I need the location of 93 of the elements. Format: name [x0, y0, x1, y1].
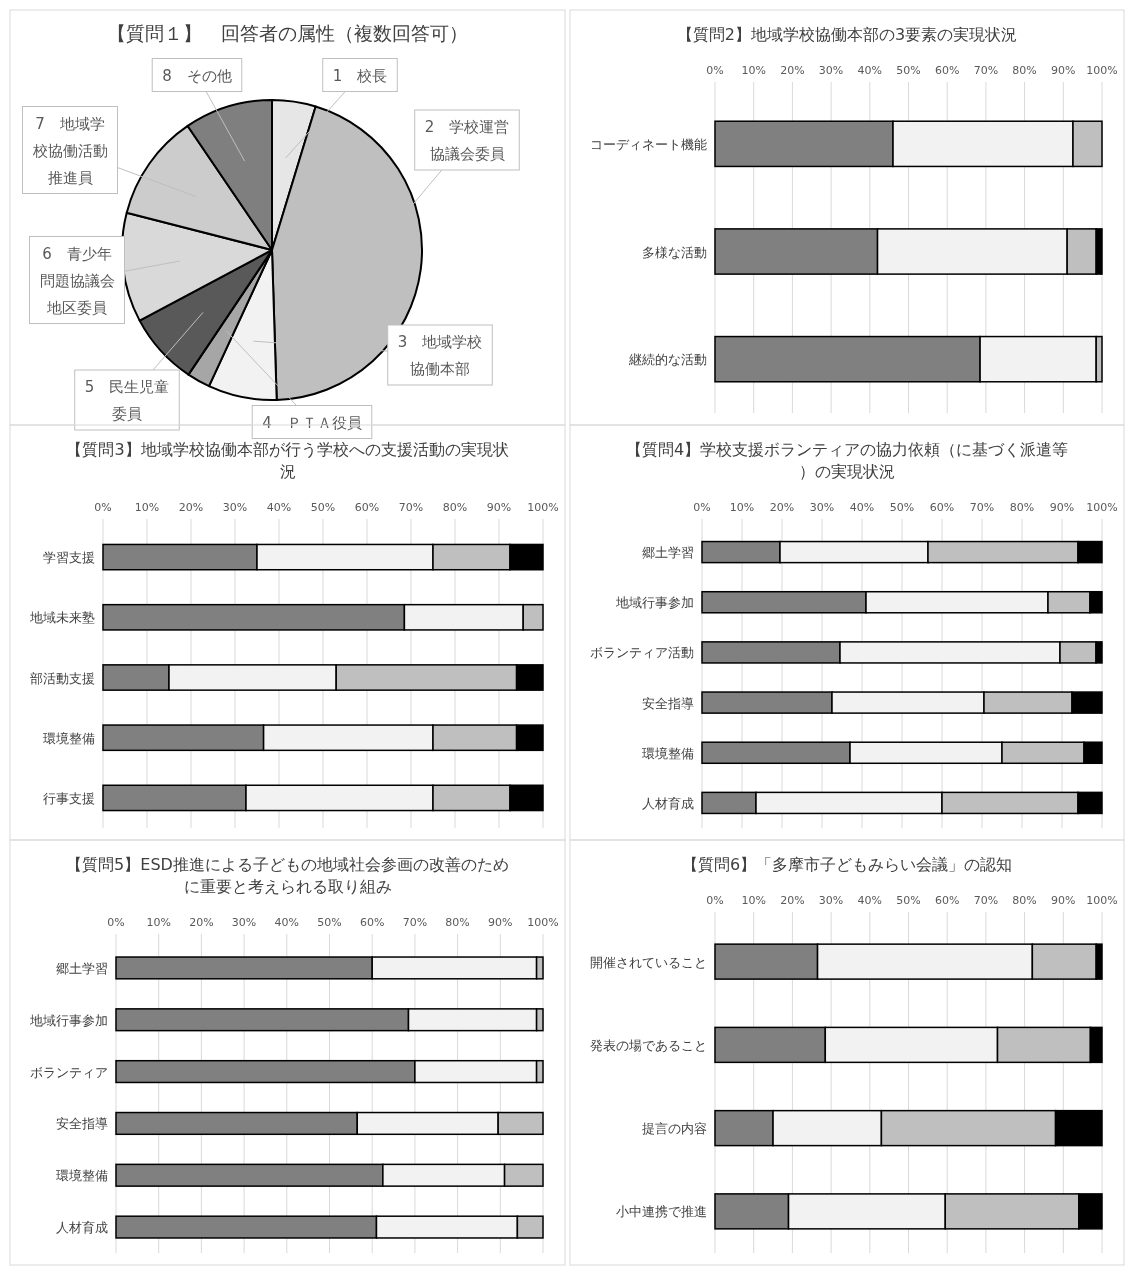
y-tick-label: 安全指導	[56, 1116, 108, 1132]
y-tick-label: 地域行事参加	[615, 595, 694, 611]
x-tick-label: 20%	[769, 501, 795, 514]
chart-title: 【質問5】ESD推進による子どもの地域社会参画の改善のために重要と考えられる取り組み	[66, 855, 509, 896]
x-tick-label: 50%	[317, 916, 342, 929]
y-tick-label: 継続的な活動	[628, 352, 707, 368]
x-tick-label: 0%	[693, 501, 711, 514]
y-tick-label: 小中連携で推進	[616, 1204, 707, 1220]
x-tick-label: 100%	[1086, 894, 1118, 907]
y-tick-label: 学習支援	[43, 550, 95, 566]
x-tick-label: 100%	[527, 916, 559, 929]
x-tick-label: 40%	[266, 501, 292, 514]
y-tick-label: 提言の内容	[642, 1121, 707, 1137]
y-tick-label: 環境整備	[43, 730, 95, 746]
y-tick-label: ボランティア活動	[590, 645, 694, 661]
x-tick-label: 20%	[780, 64, 805, 77]
x-tick-label: 10%	[741, 894, 766, 907]
x-tick-label: 0%	[706, 894, 724, 907]
chart-title: 【質問2】地域学校協働本部の3要素の実現状況	[676, 25, 1018, 44]
x-tick-label: 90%	[1051, 64, 1076, 77]
x-tick-label: 50%	[896, 64, 921, 77]
chart-title: 【質問4】学校支援ボランティアの協力依頼（に基づく派遣等）の実現状況	[625, 440, 1069, 481]
x-tick-label: 100%	[527, 501, 559, 514]
y-tick-label: 行事支援	[43, 790, 95, 806]
slice-label: 7 地域学校協働活動推進員	[31, 114, 108, 187]
x-tick-label: 70%	[398, 501, 424, 514]
y-tick-label: 発表の場であること	[590, 1037, 707, 1053]
y-tick-label: ボランティア	[30, 1064, 108, 1080]
y-tick-label: コーディネート機能	[590, 136, 707, 152]
x-tick-label: 100%	[1086, 64, 1118, 77]
slice-label: 8 その他	[162, 66, 232, 85]
y-tick-label: 郷土学習	[642, 545, 694, 561]
slice-label: 5 民生児童委員	[84, 378, 170, 423]
chart-title: 【質問6】「多摩市子どもみらい会議」の認知	[681, 855, 1013, 874]
x-tick-label: 20%	[189, 916, 214, 929]
x-tick-label: 80%	[442, 501, 468, 514]
x-tick-label: 10%	[146, 916, 171, 929]
x-tick-label: 60%	[934, 64, 960, 77]
x-tick-label: 60%	[929, 501, 955, 514]
x-tick-label: 60%	[359, 916, 385, 929]
x-tick-label: 20%	[780, 894, 805, 907]
x-tick-label: 90%	[486, 501, 512, 514]
x-tick-label: 0%	[94, 501, 112, 514]
x-tick-label: 30%	[231, 916, 257, 929]
y-tick-label: 環境整備	[642, 745, 694, 761]
y-tick-label: 部活動支援	[30, 670, 95, 686]
y-tick-label: 人材育成	[56, 1220, 108, 1236]
x-tick-label: 40%	[274, 916, 300, 929]
x-tick-label: 50%	[310, 501, 336, 514]
slice-label: 1 校長	[332, 66, 388, 85]
slice-label: 3 地域学校協働本部	[397, 333, 483, 378]
x-tick-label: 0%	[706, 64, 724, 77]
x-tick-label: 40%	[857, 64, 883, 77]
x-tick-label: 30%	[809, 501, 835, 514]
x-tick-label: 80%	[445, 916, 470, 929]
x-tick-label: 30%	[818, 64, 844, 77]
x-tick-label: 80%	[1012, 64, 1037, 77]
x-tick-label: 70%	[402, 916, 428, 929]
x-tick-label: 10%	[134, 501, 160, 514]
slice-label: 4 ＰＴＡ役員	[262, 413, 362, 432]
x-tick-label: 90%	[1051, 894, 1076, 907]
x-tick-label: 90%	[488, 916, 513, 929]
x-tick-label: 30%	[222, 501, 248, 514]
y-tick-label: 郷土学習	[56, 960, 108, 976]
y-tick-label: 多様な活動	[642, 244, 707, 260]
chart-title: 【質問１】 回答者の属性（複数回答可）	[107, 22, 468, 44]
x-tick-label: 40%	[849, 501, 875, 514]
x-tick-label: 70%	[969, 501, 995, 514]
x-tick-label: 10%	[729, 501, 755, 514]
x-tick-label: 80%	[1009, 501, 1035, 514]
x-tick-label: 70%	[973, 64, 999, 77]
x-tick-label: 90%	[1049, 501, 1075, 514]
x-tick-label: 100%	[1086, 501, 1118, 514]
y-tick-label: 安全指導	[642, 695, 694, 711]
x-tick-label: 50%	[896, 894, 921, 907]
x-tick-label: 50%	[889, 501, 915, 514]
x-tick-label: 60%	[354, 501, 380, 514]
slice-label: 2 学校運営協議会委員	[424, 118, 510, 163]
x-tick-label: 20%	[178, 501, 204, 514]
x-tick-label: 40%	[857, 894, 883, 907]
x-tick-label: 60%	[934, 894, 960, 907]
x-tick-label: 80%	[1012, 894, 1037, 907]
x-tick-label: 30%	[818, 894, 844, 907]
y-tick-label: 開催されていること	[590, 954, 707, 970]
y-tick-label: 地域行事参加	[29, 1012, 108, 1028]
x-tick-label: 70%	[973, 894, 999, 907]
slice-label: 6 青少年問題協議会地区委員	[39, 244, 115, 317]
x-tick-label: 10%	[741, 64, 766, 77]
y-tick-label: 人材育成	[642, 795, 694, 811]
y-tick-label: 環境整備	[56, 1168, 108, 1184]
chart-title: 【質問3】地域学校協働本部が行う学校への支援活動の実現状況	[66, 440, 509, 481]
y-tick-label: 地域未来塾	[29, 610, 95, 626]
x-tick-label: 0%	[107, 916, 125, 929]
